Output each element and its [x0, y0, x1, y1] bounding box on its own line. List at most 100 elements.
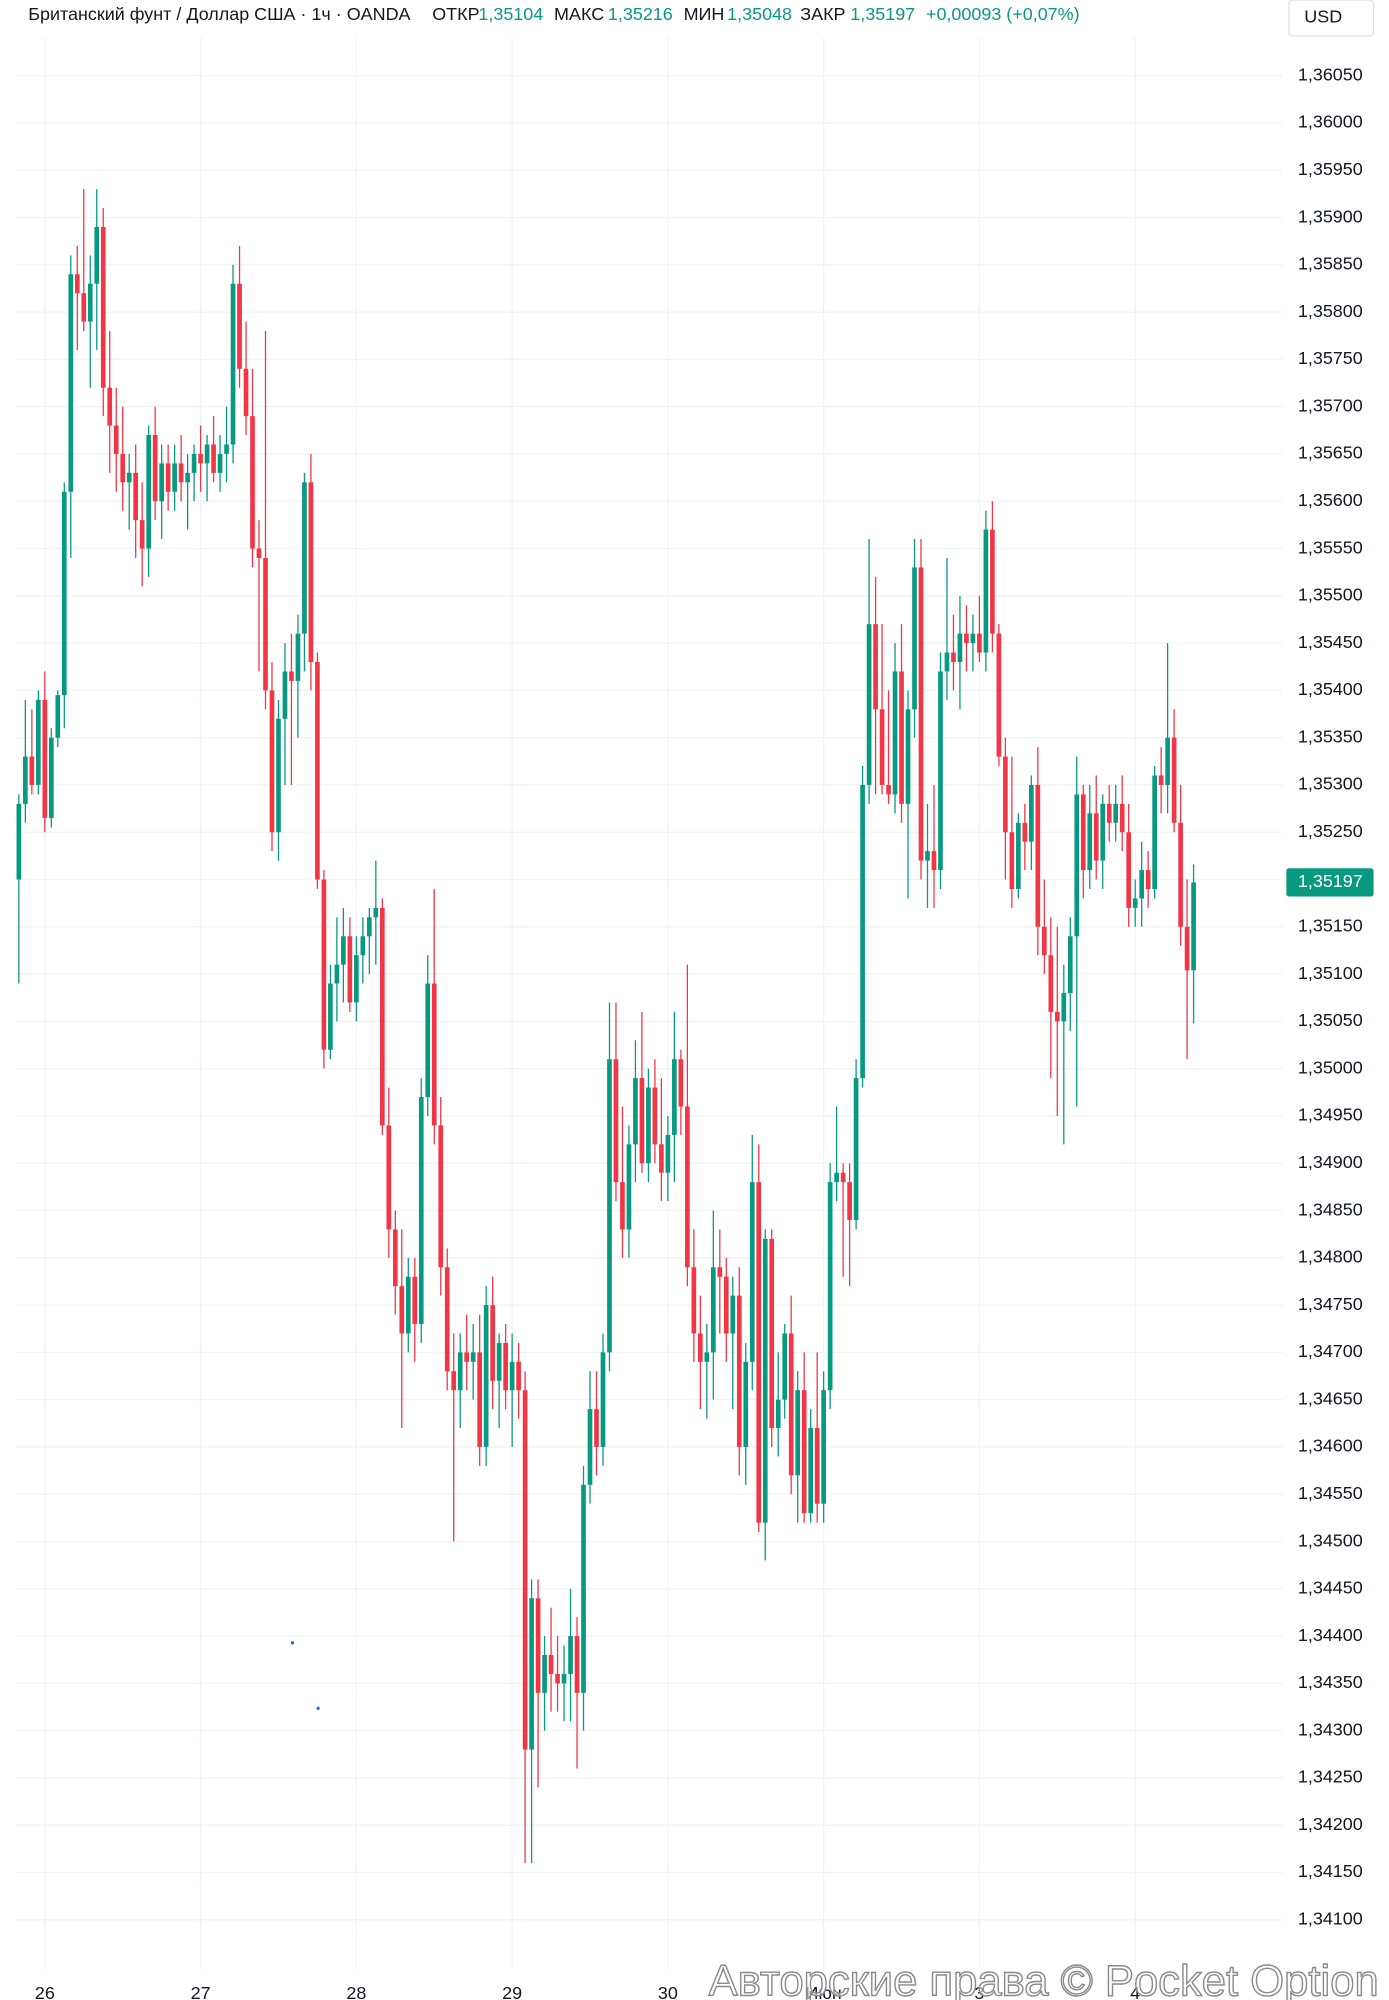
candle-body — [1016, 822, 1021, 889]
candle-body — [736, 1295, 742, 1447]
candle-body — [639, 1078, 645, 1164]
y-tick-label: 1,35300 — [1298, 774, 1363, 794]
y-tick-label: 1,34700 — [1298, 1341, 1363, 1361]
candle-body — [581, 1484, 586, 1693]
candle-body — [36, 699, 41, 785]
candle-body — [996, 633, 1002, 757]
currency[interactable]: USD — [1304, 7, 1342, 27]
candle-body — [276, 718, 281, 833]
y-tick-label: 1,34100 — [1298, 1909, 1363, 1929]
candle-body — [16, 803, 22, 880]
y-tick-label: 1,34650 — [1298, 1388, 1363, 1408]
candle-body — [905, 709, 911, 804]
candle-body — [860, 784, 865, 1079]
candle-body — [568, 1636, 573, 1674]
candle-body — [321, 879, 327, 1050]
candle-body — [243, 368, 249, 417]
candle-body — [548, 1655, 554, 1674]
candle-body — [1132, 898, 1138, 908]
y-tick-label: 1,34500 — [1298, 1530, 1363, 1550]
candle-body — [263, 557, 268, 691]
change: +0,00093 (+0,07%) — [926, 4, 1080, 24]
candle-body — [983, 529, 989, 653]
candle-body — [912, 567, 917, 710]
candle-body — [509, 1361, 515, 1391]
candle-body — [399, 1286, 405, 1334]
y-tick-label: 1,35350 — [1298, 726, 1363, 746]
candle-body — [814, 1428, 820, 1504]
candle-body — [198, 453, 203, 464]
candle-body — [438, 1125, 444, 1268]
candle-body — [224, 444, 229, 454]
candle-body — [328, 983, 333, 1050]
candle-body — [795, 1390, 801, 1476]
candle-body — [951, 652, 956, 663]
candle-body — [496, 1342, 502, 1381]
y-tick-label: 1,34850 — [1298, 1199, 1363, 1219]
legend-label: ОТКР — [432, 4, 479, 24]
price-badge — [1286, 868, 1374, 897]
candle-body — [386, 1125, 392, 1230]
candle-body — [211, 444, 216, 473]
candle-body — [81, 293, 87, 322]
candle-body — [672, 1059, 677, 1135]
candle-body — [334, 964, 340, 984]
candle-body — [1087, 813, 1093, 871]
candle-body — [139, 520, 145, 549]
y-tick-label: 1,35100 — [1298, 963, 1363, 983]
candle-body — [801, 1390, 807, 1514]
candle-body — [341, 936, 346, 965]
x-tick-label: 4 — [1130, 1983, 1140, 2000]
x-tick-label: 28 — [346, 1983, 366, 2000]
candle-body — [1100, 803, 1106, 861]
candle-body — [1191, 882, 1196, 971]
candle-body — [886, 784, 891, 795]
candle-body — [256, 548, 262, 558]
y-tick-label: 1,36000 — [1298, 112, 1363, 132]
candle-body — [1041, 926, 1047, 956]
candle-body — [561, 1673, 567, 1684]
candle-body — [418, 1097, 424, 1325]
candle-body — [555, 1673, 560, 1684]
currency-box[interactable] — [1288, 0, 1375, 37]
candle-body — [665, 1134, 671, 1173]
candle-body — [1171, 737, 1177, 823]
candle-body — [931, 851, 937, 871]
candle-body — [185, 472, 190, 483]
y-tick-label: 1,34900 — [1298, 1152, 1363, 1172]
candle-body — [490, 1305, 495, 1381]
candle-body — [68, 274, 74, 492]
y-tick-label: 1,35600 — [1298, 490, 1363, 510]
candle-body — [120, 453, 126, 483]
candle-body — [535, 1598, 541, 1693]
candle-body — [503, 1342, 508, 1391]
candle-body — [873, 624, 878, 710]
candle-body — [1165, 737, 1170, 785]
y-tick-label: 1,35050 — [1298, 1010, 1363, 1030]
candle-body — [178, 463, 184, 483]
candle-body — [289, 671, 294, 681]
y-tick-label: 1,35850 — [1298, 254, 1363, 274]
candle-body — [1061, 993, 1067, 1022]
candle-body — [412, 1276, 418, 1325]
candle-body — [1178, 822, 1183, 927]
candle-body — [146, 435, 152, 549]
candle-body — [756, 1182, 762, 1523]
candle-body — [1139, 870, 1145, 899]
candle-body — [704, 1352, 710, 1362]
symbol-title: Британский фунт / Доллар США · 1ч · OAND… — [28, 4, 410, 24]
candle-body — [373, 907, 379, 918]
candle-body — [295, 633, 301, 681]
candle-body — [405, 1276, 411, 1334]
candle-body — [522, 1390, 528, 1750]
candle-body — [574, 1636, 580, 1693]
candle-body — [990, 529, 995, 634]
y-tick-label: 1,35250 — [1298, 821, 1363, 841]
candle-body — [775, 1399, 781, 1429]
candle-body — [918, 567, 924, 861]
candle-body — [1029, 784, 1034, 842]
candle-body — [126, 472, 132, 483]
legend-value: 1,35216 — [608, 4, 673, 24]
